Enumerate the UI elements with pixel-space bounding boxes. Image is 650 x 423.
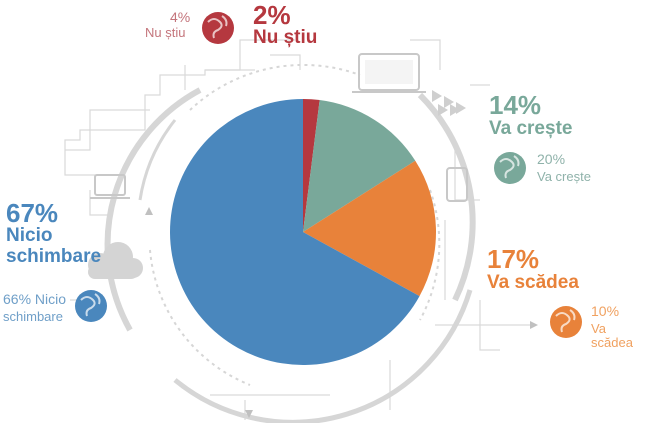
nicio-label-2: schimbare (6, 246, 102, 267)
va-creste-label: Va crește (489, 118, 573, 139)
pie-slice-nu-tiu (303, 99, 320, 232)
nicio-label-1: Nicio (6, 225, 53, 246)
pie-slice-va-sc-dea (303, 160, 437, 297)
tablet-icon (446, 167, 468, 202)
nu-stiu-pct: 2% (253, 0, 291, 30)
pie-slice-va-cre-te (303, 100, 416, 233)
nu-stiu-label: Nu știu (253, 27, 318, 48)
global-va-scadea-label: Va scădea (591, 321, 633, 350)
va-scadea-pct: 17% (487, 244, 540, 274)
global-nu-stiu-pct: 4% (170, 9, 191, 25)
laptop-icon (352, 53, 426, 93)
arrow-icon (432, 90, 466, 116)
global-nicio-label: schimbare (3, 309, 63, 324)
laptop-icon-small (90, 174, 130, 199)
global-va-creste-label: Va crește (537, 169, 591, 184)
global-nicio-pct: 66% Nicio (3, 291, 67, 307)
cloud-icon (88, 242, 143, 279)
globe-icon (75, 290, 107, 322)
globe-icon (202, 12, 234, 44)
va-creste-pct: 14% (489, 90, 542, 120)
global-va-scadea-pct: 10% (591, 303, 620, 319)
globe-icon (494, 152, 526, 184)
pie-slices (170, 99, 437, 366)
nicio-pct: 67% (6, 198, 59, 228)
globe-icon (550, 306, 582, 338)
global-nu-stiu-label: Nu știu (145, 25, 186, 40)
pie-slice-nicio-schimbare (170, 99, 420, 366)
small-arrows (145, 207, 538, 418)
va-scadea-label: Va scădea (487, 272, 579, 293)
global-va-creste-pct: 20% (537, 151, 566, 167)
